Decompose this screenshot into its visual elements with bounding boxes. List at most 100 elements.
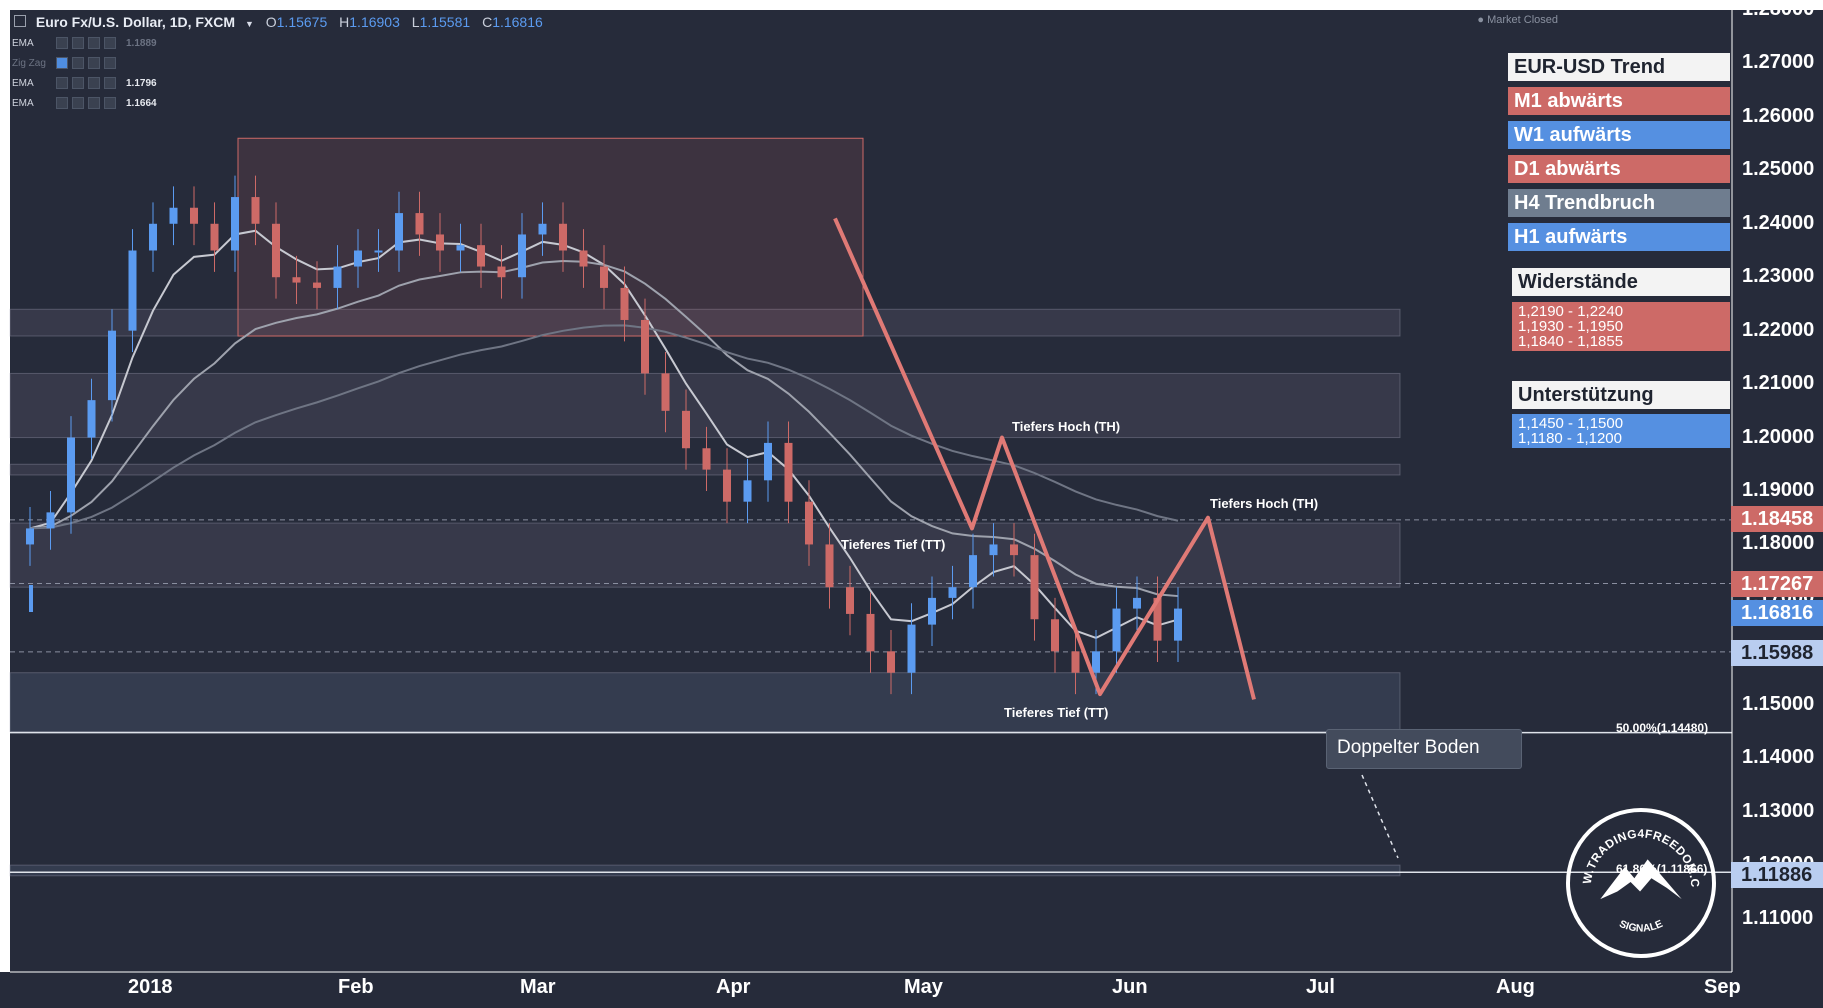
candle-body [969,555,977,588]
low-value: 1.15581 [419,14,471,30]
candle-body [190,207,198,224]
zone-layer [9,137,1401,877]
gear-icon[interactable] [72,37,84,49]
candle-body [1133,597,1141,609]
candle-body [272,223,280,278]
price-tag-support: 1.15988 [1731,640,1823,666]
indicator-zigzag[interactable]: Zig Zag [12,57,116,69]
candle-body [497,266,506,278]
eye-icon[interactable] [56,97,68,109]
resistance-title: Widerstände [1512,268,1730,296]
trading4freedom-logo: WWW.TRADING4FREEDOM.COM SIGNALE [1566,808,1716,958]
high-label: H [339,14,350,30]
eye-icon[interactable] [56,37,68,49]
plus-icon[interactable] [88,97,100,109]
eye-icon[interactable] [56,77,68,89]
zigzag-line [833,217,1256,700]
candle-body [128,250,137,331]
misc-layer [29,585,1399,859]
gear-icon[interactable] [72,97,84,109]
trend-panel-title: EUR-USD Trend [1508,53,1730,81]
plus-icon[interactable] [88,37,100,49]
price-tag-resistance: 1.18458 [1731,506,1823,532]
x-tick-label: Jun [1112,976,1148,998]
annotation-lower-high-2: Tiefers Hoch (TH) [1210,496,1319,511]
eye-icon[interactable] [56,57,68,69]
x-tick-label: Aug [1496,976,1535,998]
x-tick-label: Feb [338,976,374,998]
candle-body [87,400,96,438]
y-tick-label: 1.11000 [1742,906,1814,929]
chevron-down-icon[interactable]: ▼ [244,19,254,29]
support-zone [9,672,1401,733]
resistance-level: 1,2190 - 1,2240 [1518,303,1624,320]
indicator-value: 1.1889 [126,37,157,49]
candle-body [661,373,670,411]
candle-body [805,501,813,545]
candle-body [210,223,219,251]
close-icon[interactable] [104,97,116,109]
support-level: 1,1450 - 1,1500 [1518,415,1624,432]
support-levels: 1,1450 - 1,1500 1,1180 - 1,1200 [1512,414,1730,448]
close-icon[interactable] [104,57,116,69]
symbol-header[interactable]: Euro Fx/U.S. Dollar, 1D, FXCM ▼ O1.15675… [14,14,543,30]
indicator-ema-2[interactable]: EMA 1.1796 [12,77,157,89]
candle-body [395,213,403,251]
open-value: 1.15675 [276,14,328,30]
candle-body [682,410,690,449]
close-icon[interactable] [104,77,116,89]
candle-body [846,587,854,614]
close-label: C [482,14,493,30]
candle-body [1092,651,1100,673]
candle-body [1051,619,1059,652]
candle-body [26,528,34,545]
x-tick-label: Jul [1306,976,1335,998]
plus-icon[interactable] [88,57,100,69]
candle-body [743,480,752,502]
resistance-zone [9,372,1401,439]
y-tick-label: 1.26000 [1742,104,1815,127]
high-value: 1.16903 [349,14,400,30]
fib-50-label: 50.00%(1.14480) [1616,721,1709,735]
y-tick-label: 1.23000 [1742,265,1815,288]
candle-layer [26,175,1182,695]
annotation-lower-low-2: Tieferes Tief (TT) [1004,705,1109,720]
y-tick-label: 1.28000 [1742,0,1815,20]
candle-body [989,544,998,556]
plus-icon[interactable] [88,77,100,89]
range-box [237,137,864,337]
candle-body [641,319,649,374]
y-tick-label: 1.14000 [1742,746,1815,769]
y-tick-label: 1.25000 [1742,158,1815,181]
candle-body [456,245,465,251]
annotation-lower-high-1: Tiefers Hoch (TH) [1012,419,1121,434]
x-tick-label: Apr [716,976,751,998]
market-status-text: Market Closed [1487,14,1558,26]
y-tick-label: 1.27000 [1742,51,1815,74]
indicator-ema-1[interactable]: EMA 1.1889 [12,37,157,49]
indicator-name: EMA [12,37,34,49]
indicator-value: 1.1664 [126,97,157,109]
close-icon[interactable] [104,37,116,49]
indicator-name: Zig Zag [12,57,46,69]
trend-item-h1: H1 aufwärts [1508,223,1730,251]
resistance-zone [9,522,1401,588]
double-bottom-note[interactable]: Doppelter Boden [1326,729,1522,769]
candle-body [723,469,731,502]
support-level: 1,1180 - 1,1200 [1518,430,1622,447]
indicator-ema-3[interactable]: EMA 1.1664 [12,97,157,109]
gear-icon[interactable] [72,77,84,89]
y-tick-label: 1.21000 [1742,372,1815,395]
trend-item-h4: H4 Trendbruch [1508,189,1730,217]
gear-icon[interactable] [72,57,84,69]
collapse-icon[interactable] [14,15,26,27]
x-tick-label: Sep [1704,976,1741,998]
candle-body [825,544,834,588]
symbol-title: Euro Fx/U.S. Dollar, 1D, FXCM [35,14,236,30]
candle-body [784,442,793,502]
y-tick-label: 1.22000 [1742,318,1815,341]
support-title: Unterstützung [1512,381,1730,409]
resistance-level: 1,1840 - 1,1855 [1518,333,1624,350]
candle-body [415,213,424,235]
